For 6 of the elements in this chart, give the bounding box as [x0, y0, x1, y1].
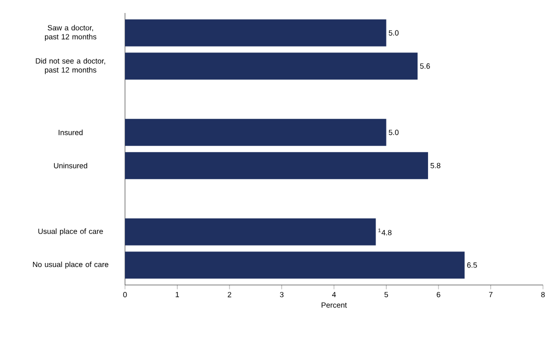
bar — [125, 19, 386, 46]
bar — [125, 218, 376, 246]
bar — [125, 152, 428, 180]
bar — [125, 118, 386, 146]
bar — [125, 252, 465, 279]
bar — [125, 52, 418, 80]
